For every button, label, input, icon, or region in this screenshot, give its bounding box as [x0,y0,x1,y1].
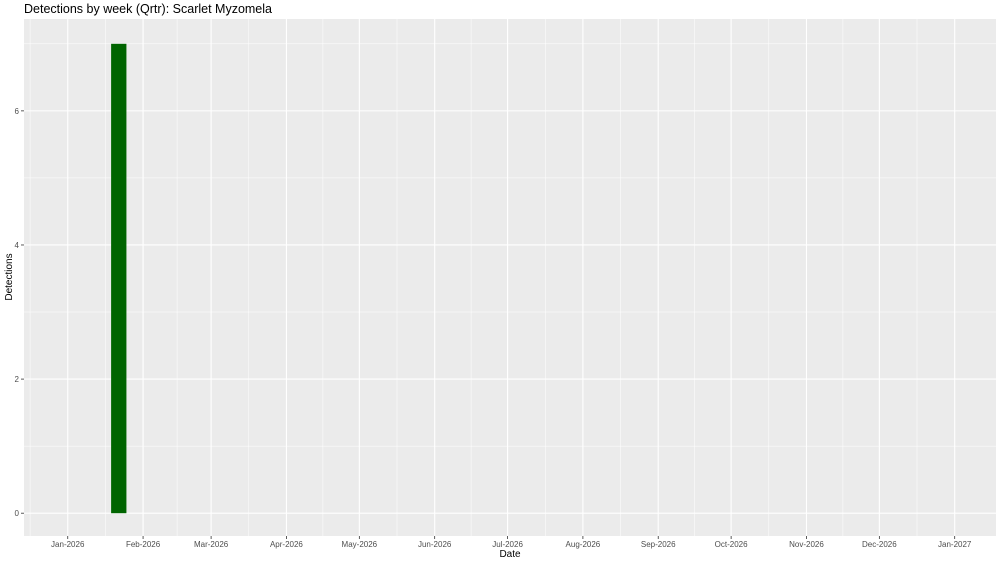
gridlines [24,19,996,536]
bar-2026-01-22 [111,43,127,514]
x-tick-label: Sep-2026 [641,540,676,549]
x-tick-label: Aug-2026 [566,540,601,549]
chart-title: Detections by week (Qrtr): Scarlet Myzom… [24,2,272,16]
x-tick-label: Apr-2026 [270,540,303,549]
x-axis-label: Date [499,549,521,560]
x-axis: Jan-2026 Feb-2026 Mar-2026 Apr-2026 May-2026… [51,536,972,549]
y-tick-label: 2 [15,375,20,384]
x-tick-label: Jan-2027 [938,540,972,549]
bars [111,43,127,514]
y-tick-label: 0 [15,509,20,518]
y-tick-label: 4 [15,241,20,250]
y-axis-label: Detections [4,253,15,300]
y-axis: 0 2 4 6 [15,107,24,518]
x-tick-label: Nov-2026 [789,540,824,549]
x-tick-label: Jan-2026 [51,540,85,549]
x-tick-label: Dec-2026 [862,540,897,549]
plot-panel [24,19,996,536]
x-tick-label: May-2026 [342,540,378,549]
y-tick-label: 6 [15,107,20,116]
x-tick-label: Feb-2026 [126,540,161,549]
x-tick-label: Jun-2026 [418,540,452,549]
x-tick-label: Jul-2026 [492,540,523,549]
x-tick-label: Mar-2026 [194,540,229,549]
x-tick-label: Oct-2026 [715,540,748,549]
